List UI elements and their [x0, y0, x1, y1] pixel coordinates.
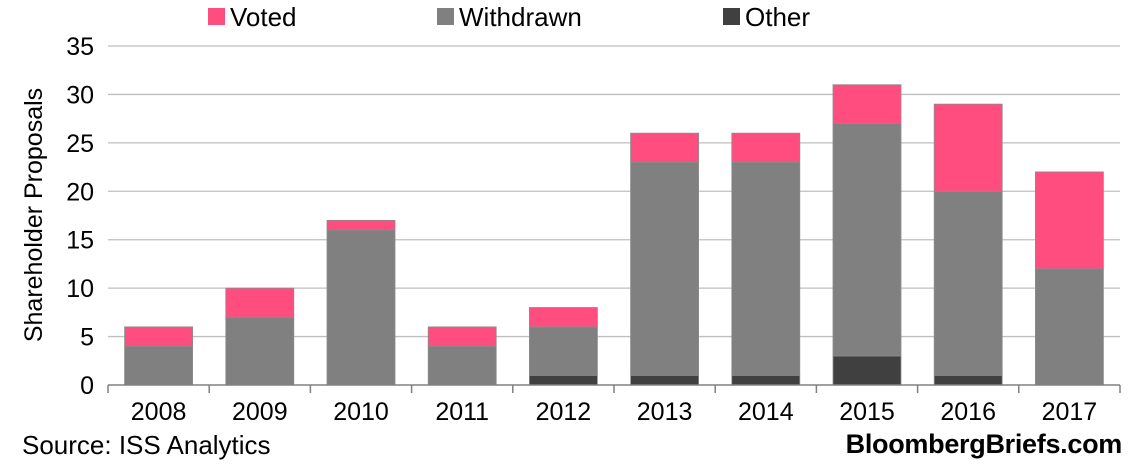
bar-segment-voted-2014 — [731, 132, 801, 163]
bar-segment-voted-2009 — [225, 287, 295, 318]
bar-segment-voted-2008 — [124, 326, 193, 347]
x-tick-label: 2013 — [637, 398, 693, 426]
y-tick-label: 10 — [66, 275, 94, 303]
bar-segment-withdrawn-2015 — [832, 123, 902, 357]
legend-label-other: Other — [745, 2, 810, 32]
bar-segment-other-2015 — [832, 355, 902, 386]
bar-segment-voted-2017 — [1035, 171, 1104, 270]
x-tick-label: 2016 — [940, 398, 996, 426]
bar-segment-withdrawn-2013 — [630, 161, 699, 376]
bar-segment-voted-2013 — [630, 132, 699, 163]
bar-segment-voted-2016 — [933, 103, 1003, 192]
bar-segment-withdrawn-2008 — [124, 345, 193, 386]
y-tick-label: 25 — [66, 130, 94, 158]
x-axis — [107, 384, 1121, 393]
bar-segment-withdrawn-2011 — [427, 345, 497, 386]
bar-segment-voted-2010 — [326, 219, 396, 231]
y-tick-label: 35 — [66, 33, 94, 61]
x-tick-label: 2014 — [738, 398, 794, 426]
legend-swatch-voted — [208, 8, 225, 25]
legend-label-withdrawn: Withdrawn — [459, 2, 582, 32]
bar-segment-other-2013 — [630, 374, 699, 386]
legend-label-voted: Voted — [230, 2, 297, 32]
y-axis-label: Shareholder Proposals — [20, 88, 48, 342]
bar-segment-withdrawn-2010 — [326, 229, 396, 386]
bar-segment-voted-2012 — [529, 307, 598, 328]
y-tick-label: 30 — [66, 81, 94, 109]
legend-swatch-withdrawn — [437, 8, 454, 25]
x-tick-label: 2017 — [1042, 398, 1098, 426]
bar-segment-other-2014 — [731, 374, 801, 386]
legend-swatch-other — [723, 8, 740, 25]
bar-segment-other-2016 — [933, 374, 1003, 386]
bar-segment-withdrawn-2009 — [225, 316, 295, 386]
x-tick-label: 2011 — [435, 398, 489, 426]
y-tick-label: 5 — [80, 324, 94, 352]
brand-logo-text: BloombergBriefs.com — [845, 429, 1123, 459]
x-axis-ticks: 2008 2009 2010 2011 2012 2013 2014 2015 2016 2017 — [131, 398, 1097, 426]
x-tick-label: 2008 — [131, 398, 187, 426]
bar-segment-voted-2015 — [832, 84, 902, 124]
bar-segment-withdrawn-2014 — [731, 161, 801, 376]
bar-segment-withdrawn-2012 — [529, 326, 598, 376]
bar-segment-voted-2011 — [427, 326, 497, 347]
x-tick-label: 2015 — [839, 398, 895, 426]
source-note: Source: ISS Analytics — [22, 430, 271, 460]
bars — [124, 84, 1104, 386]
x-tick-label: 2010 — [333, 398, 389, 426]
bar-segment-withdrawn-2016 — [933, 190, 1003, 376]
x-tick-label: 2009 — [232, 398, 288, 426]
bar-segment-withdrawn-2017 — [1035, 268, 1104, 386]
y-tick-label: 0 — [80, 372, 94, 400]
y-tick-label: 20 — [66, 178, 94, 206]
x-tick-label: 2012 — [536, 398, 592, 426]
legend: Voted Withdrawn Other — [208, 2, 810, 32]
y-tick-label: 15 — [66, 227, 94, 255]
bar-segment-other-2012 — [529, 374, 598, 386]
y-axis-ticks: 0 5 10 15 20 25 30 35 — [66, 33, 94, 400]
